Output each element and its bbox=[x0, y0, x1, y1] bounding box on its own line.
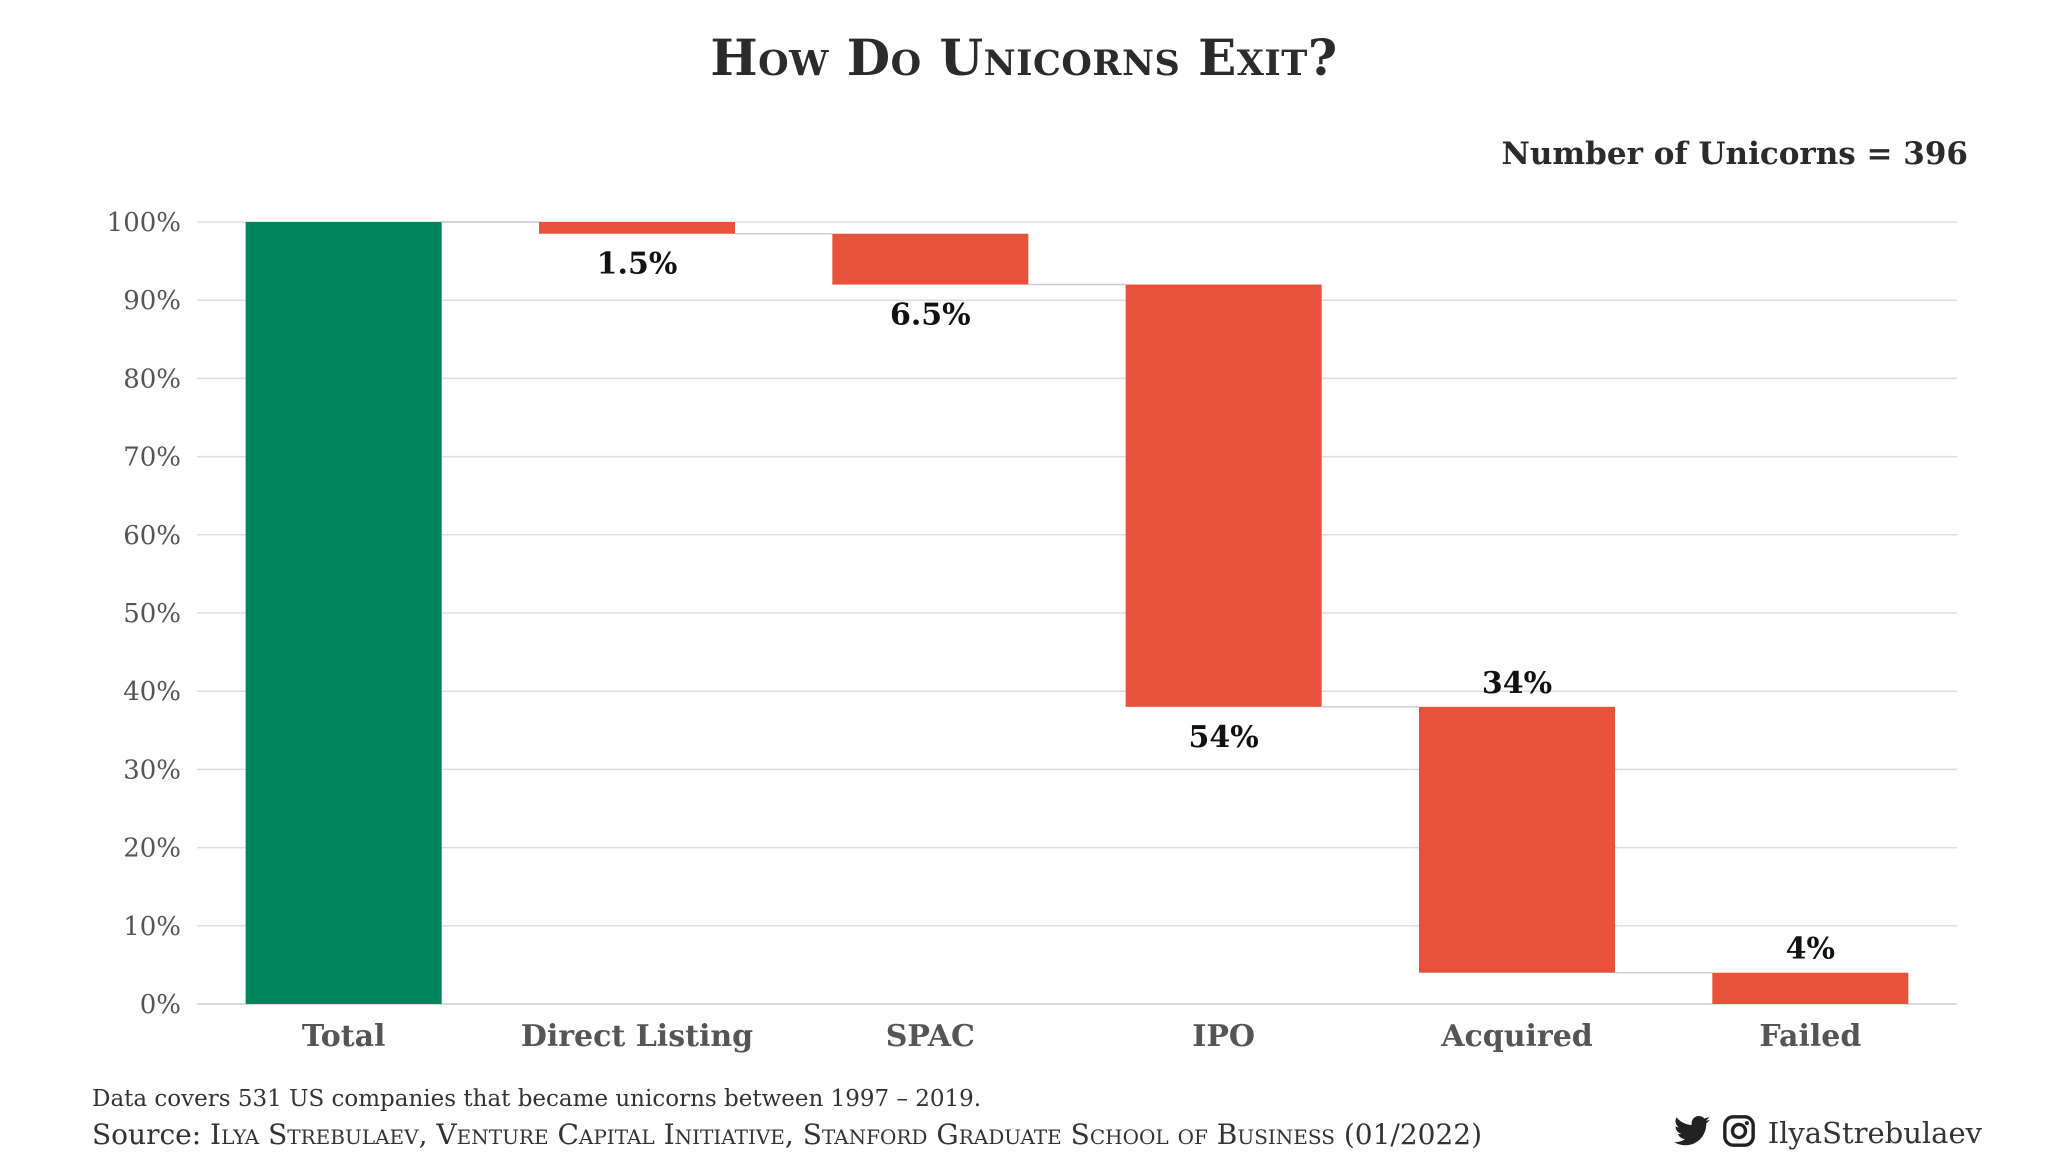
y-tick-label: 30% bbox=[123, 755, 181, 785]
instagram-icon[interactable] bbox=[1722, 1114, 1756, 1152]
bar-direct-listing bbox=[539, 222, 735, 234]
data-label: 6.5% bbox=[890, 298, 971, 333]
y-tick-label: 100% bbox=[107, 208, 181, 238]
x-category-label: Direct Listing bbox=[521, 1019, 753, 1054]
unicorn-count: Number of Unicorns = 396 bbox=[1501, 136, 1969, 172]
y-tick-label: 0% bbox=[140, 990, 181, 1020]
bar-total bbox=[245, 222, 442, 1004]
bar-acquired bbox=[1419, 706, 1615, 973]
x-category-label: Failed bbox=[1759, 1019, 1861, 1054]
source-text: Ilya Strebulaev, Venture Capital Initiat… bbox=[210, 1118, 1483, 1151]
y-tick-label: 60% bbox=[123, 521, 181, 551]
twitter-icon[interactable] bbox=[1673, 1116, 1710, 1150]
source-prefix: Source: bbox=[92, 1118, 211, 1151]
bar-failed bbox=[1712, 972, 1909, 1004]
y-tick-label: 50% bbox=[123, 599, 181, 629]
y-tick-label: 20% bbox=[123, 834, 181, 864]
footnote: Data covers 531 US companies that became… bbox=[92, 1086, 982, 1112]
source-line: Source: Ilya Strebulaev, Venture Capital… bbox=[92, 1118, 1482, 1151]
data-label: 4% bbox=[1786, 932, 1835, 967]
social-handle: IlyaStrebulaev bbox=[1767, 1116, 1982, 1150]
x-category-label: Acquired bbox=[1440, 1019, 1593, 1054]
bar-spac bbox=[832, 233, 1029, 285]
y-tick-label: 70% bbox=[123, 443, 181, 473]
x-category-label: IPO bbox=[1192, 1019, 1255, 1054]
bar-ipo bbox=[1125, 284, 1322, 707]
data-label: 1.5% bbox=[597, 247, 678, 282]
data-label: 34% bbox=[1482, 666, 1552, 701]
waterfall-chart: 0% 10% 20% 30% 40% 50% 60% 70% 80% 90% 100% Total Di… bbox=[107, 208, 1957, 1054]
y-tick-label: 80% bbox=[123, 364, 181, 394]
data-label: 54% bbox=[1189, 720, 1259, 755]
social-links: IlyaStrebulaev bbox=[1673, 1114, 1982, 1152]
y-tick-label: 90% bbox=[123, 286, 181, 316]
y-tick-label: 10% bbox=[123, 912, 181, 942]
x-category-label: SPAC bbox=[886, 1019, 975, 1054]
x-category-label: Total bbox=[302, 1019, 386, 1054]
y-tick-label: 40% bbox=[123, 677, 181, 707]
chart-title: How Do Unicorns Exit? bbox=[710, 28, 1338, 87]
